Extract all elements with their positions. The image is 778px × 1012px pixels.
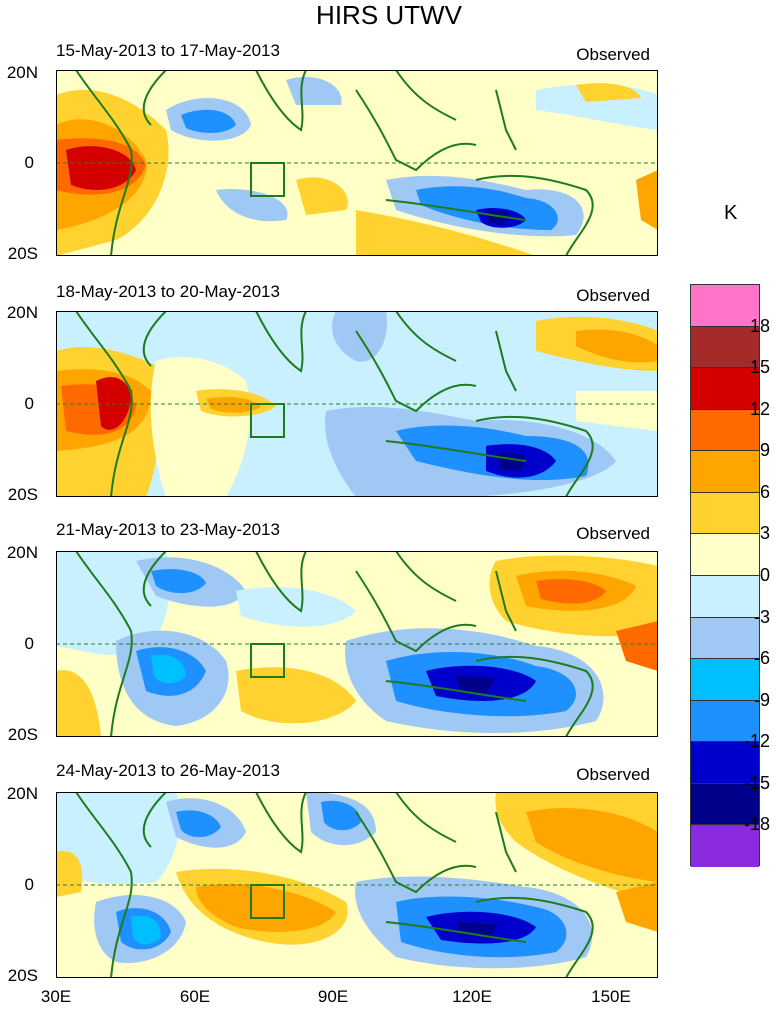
- panel-4-date-range: 24-May-2013 to 26-May-2013: [56, 761, 280, 780]
- colorbar-level-label: 0: [759, 565, 770, 585]
- colorbar-level-label: -18: [743, 814, 770, 835]
- panel-3-observed-label: Observed: [576, 524, 650, 543]
- colorbar-level-label: 9: [759, 440, 770, 461]
- colorbar-swatch: [691, 285, 759, 327]
- colorbar-level-label: 3: [759, 523, 770, 544]
- colorbar-level-label: 15: [749, 357, 770, 378]
- colorbar-swatch: [691, 451, 759, 493]
- lon-label-150e: 150E: [591, 987, 631, 1006]
- lon-label-120e: 120E: [452, 987, 492, 1006]
- colorbar-swatch: [691, 534, 759, 576]
- colorbar-level-label: -12: [743, 731, 770, 752]
- panel-1-date-range: 15-May-2013 to 17-May-2013: [56, 41, 280, 60]
- panel-4-map: [56, 792, 658, 978]
- colorbar-unit-label: K: [724, 202, 738, 224]
- panel-3-lat-20n: 20N: [6, 543, 38, 562]
- colorbar-swatch: [691, 825, 759, 867]
- panel-4-lat-20s: 20S: [7, 966, 38, 985]
- colorbar-swatch: [691, 368, 759, 410]
- panel-3-lat-0: 0: [24, 634, 34, 653]
- colorbar-level-label: 12: [749, 398, 770, 419]
- colorbar-level-label: 18: [749, 315, 770, 336]
- panel-3-lat-20s: 20S: [7, 725, 38, 744]
- panel-4-lat-0: 0: [24, 875, 34, 894]
- panel-1-observed-label: Observed: [576, 45, 650, 64]
- panel-2-date-range: 18-May-2013 to 20-May-2013: [56, 282, 280, 301]
- lon-label-30e: 30E: [40, 987, 72, 1006]
- lon-label-60e: 60E: [179, 987, 211, 1006]
- colorbar-level-label: -6: [753, 648, 770, 669]
- colorbar-swatch: [691, 700, 759, 743]
- colorbar-swatch: [691, 576, 759, 618]
- panel-2-lat-20n: 20N: [6, 303, 38, 322]
- panel-2-observed-label: Observed: [576, 286, 650, 305]
- panel-2-lat-0: 0: [24, 394, 34, 413]
- panel-1-map: [56, 70, 658, 256]
- chart-title: HIRS UTWV: [316, 0, 462, 30]
- panel-2-map: [56, 311, 658, 497]
- panel-4-lat-20n: 20N: [6, 784, 38, 803]
- colorbar-swatch: [691, 617, 759, 660]
- colorbar-level-label: -9: [753, 689, 770, 710]
- panel-1-lat-20s: 20S: [7, 244, 38, 263]
- colorbar-swatch: [691, 783, 759, 826]
- colorbar: [690, 284, 760, 867]
- colorbar-swatch: [691, 742, 759, 784]
- panel-2-lat-20s: 20S: [7, 485, 38, 504]
- panel-1-lat-0: 0: [24, 153, 34, 172]
- colorbar-level-label: 6: [759, 481, 770, 502]
- colorbar-swatch: [691, 492, 759, 535]
- colorbar-swatch: [691, 659, 759, 701]
- panel-3-map: [56, 551, 658, 737]
- colorbar-level-label: -15: [743, 772, 770, 793]
- lon-label-90e: 90E: [317, 987, 349, 1006]
- colorbar-swatch: [691, 326, 759, 369]
- panel-1-lat-20n: 20N: [6, 63, 38, 82]
- colorbar-swatch: [691, 409, 759, 452]
- panel-4-observed-label: Observed: [576, 765, 650, 784]
- colorbar-level-label: -3: [753, 606, 770, 627]
- panel-3-date-range: 21-May-2013 to 23-May-2013: [56, 520, 280, 539]
